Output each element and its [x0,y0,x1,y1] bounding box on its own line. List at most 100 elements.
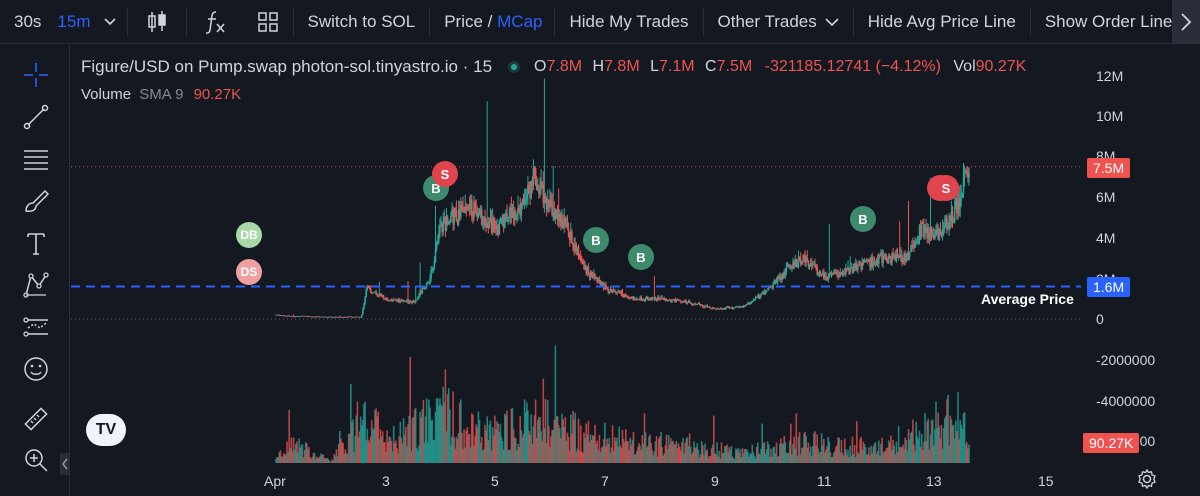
trend-line-tool[interactable] [18,99,54,135]
indicators-button[interactable] [187,0,243,44]
volume-bar [936,428,938,463]
buy-marker[interactable]: B [583,227,609,253]
candle-body [643,300,646,302]
candle-body [379,293,382,296]
tradingview-logo[interactable]: TV [86,414,126,446]
volume-bar [880,443,882,463]
show-order-lines-button[interactable]: Show Order Lines [1044,11,1181,31]
brush-tool[interactable] [18,183,54,219]
candle-body [699,304,702,306]
hide-my-trades-button[interactable]: Hide My Trades [569,11,689,31]
sell-marker[interactable]: S [432,161,458,187]
candle-body [923,223,925,237]
other-trades-dropdown[interactable]: Other Trades [704,0,853,44]
candle-body [378,293,381,297]
collapse-toolbar-button[interactable] [60,453,70,475]
volume-bar [711,444,714,463]
candle-body [287,315,289,317]
symbol-title[interactable]: Figure/USD on Pump.swap photon-sol.tinya… [81,57,493,76]
text-tool[interactable] [18,225,54,261]
switch-to-sol-button[interactable]: Switch to SOL [307,11,416,31]
candle-body [541,181,543,184]
candle-body [320,316,322,318]
candle-body [451,209,453,217]
candle-body [750,302,752,304]
volume-bar [297,452,299,463]
candle-body [967,173,969,178]
volume-legend: Volume SMA 9 90.27K [81,86,241,103]
volume-bar [634,454,637,463]
candle-body [857,266,859,270]
candles-button[interactable] [128,0,186,44]
candle-body [836,273,838,275]
volume-bar [876,450,879,463]
volume-bar [333,453,336,463]
volume-bar [454,448,457,463]
candle-body [927,232,930,239]
crosshair-tool[interactable] [18,57,54,93]
price-mcap-toggle[interactable]: Price / MCap [430,0,554,44]
price-option[interactable]: Price [444,11,483,31]
interval-30s[interactable]: 30s [14,11,42,31]
candle-body [874,263,877,266]
volume-bar [743,449,746,463]
volume-bar [857,452,859,463]
volume-bar [673,444,675,463]
buy-marker[interactable]: B [628,244,654,270]
emoji-tool[interactable] [18,351,54,387]
volume-bar [474,435,476,463]
volume-bar [645,447,648,463]
volume-bar [838,437,840,463]
interval-dropdown[interactable] [99,0,127,44]
volume-bar [731,456,734,463]
sell-marker[interactable]: S [933,175,959,201]
gear-icon[interactable] [1136,468,1158,490]
volume-label[interactable]: Volume [81,86,132,103]
hide-avg-price-line-button[interactable]: Hide Avg Price Line [867,11,1016,31]
volume-bar [545,442,548,463]
candle-body [611,290,614,293]
volume-bar [689,446,692,463]
candle-body [780,276,782,280]
candle-body [472,216,474,218]
candle-body [650,298,652,300]
volume-bar [414,407,417,463]
open-key: O [534,58,547,75]
forecast-tool[interactable] [18,309,54,345]
candle-body [293,316,296,318]
toolbar-scroll-right-button[interactable] [1172,0,1200,44]
candle-body [647,296,649,301]
volume-bar [553,419,556,463]
candle-body [879,255,881,256]
volume-bar [374,410,376,463]
candle-body [944,226,946,229]
candle-body [809,263,812,266]
volume-bar [887,440,890,463]
pattern-tool[interactable] [18,267,54,303]
layouts-button[interactable] [243,0,293,44]
candle-body [683,300,685,302]
volume-bar [837,437,839,463]
dev-buy-marker[interactable]: DB [236,222,262,248]
dev-sell-marker[interactable]: DS [236,259,262,285]
buy-marker[interactable]: B [850,206,876,232]
volume-bar [375,408,377,463]
interval-15m[interactable]: 15m [57,11,91,31]
ruler-tool[interactable] [18,401,54,437]
zoom-tool[interactable] [18,442,54,478]
mcap-option[interactable]: MCap [497,11,543,31]
volume-bar [380,436,383,463]
volume-bar [747,451,749,463]
candle-body [512,211,515,220]
price-chart[interactable] [71,45,1200,496]
fib-tool[interactable] [18,141,54,177]
toolbar-divider [1029,7,1031,36]
volume-bar [466,427,469,463]
volume-bar [497,423,499,463]
volume-bar [639,445,641,463]
volume-bar [512,429,515,463]
volume-bar [364,401,366,463]
volume-bar [521,437,524,463]
chart-pane[interactable]: Figure/USD on Pump.swap photon-sol.tinya… [71,45,1200,496]
candle-body [447,223,450,225]
